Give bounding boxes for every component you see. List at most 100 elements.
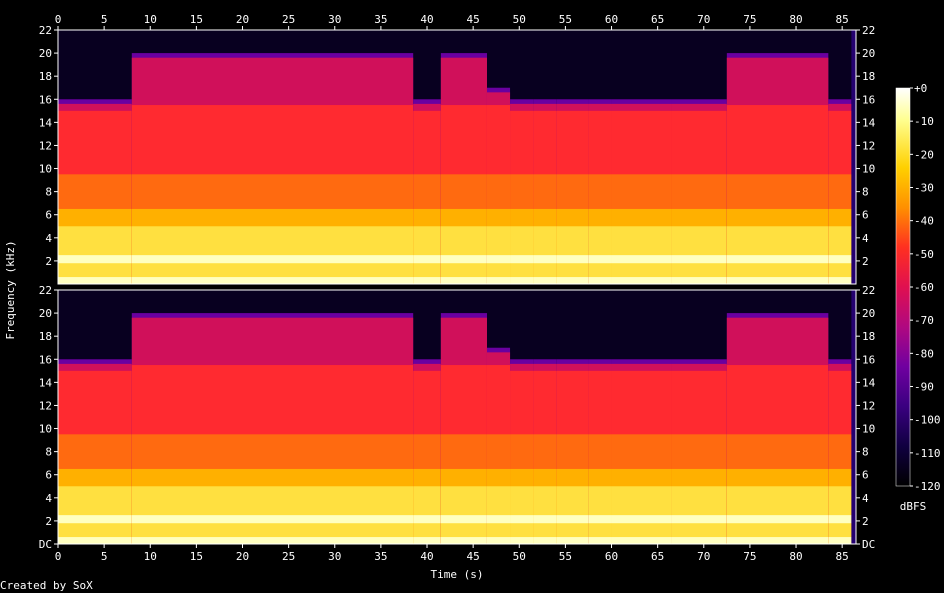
band-ch1-seg8-l7 [588, 277, 612, 284]
tail-fade [851, 290, 856, 544]
y-tick-label-left-top-2: 18 [39, 70, 52, 83]
band-ch1-seg3-l5 [440, 226, 487, 284]
y-tick-label-left-top-5: 12 [39, 139, 52, 152]
colorbar-tick-label-8: -80 [914, 347, 934, 360]
colorbar-tick-label-12: -120 [914, 480, 941, 493]
y-tick-label-right-bottom-6: 10 [862, 423, 875, 436]
y-tick-label-left-top-1: 20 [39, 47, 52, 60]
y-tick-label-right-bottom-8: 6 [862, 469, 869, 482]
x-tick-label-top-0: 0 [55, 13, 62, 26]
band-ch2-seg7-l7 [556, 537, 589, 544]
y-tick-label-right-bottom-5: 12 [862, 399, 875, 412]
y-tick-label-right-bottom-11: DC [862, 538, 875, 551]
band-ch2-seg6-l6 [533, 515, 557, 524]
panel-top-frame [57, 29, 857, 285]
band-ch1-seg0-l6 [58, 255, 132, 264]
x-tick-label-top-2: 10 [144, 13, 157, 26]
y-tick-label-left-bottom-5: 12 [39, 399, 52, 412]
y-tick-label-left-bottom-8: 6 [45, 469, 52, 482]
y-tick-label-left-top-10: 2 [45, 255, 52, 268]
spectrogram-channel-1 [58, 30, 856, 284]
y-tick-label-right-top-5: 12 [862, 139, 875, 152]
x-tick-label-bottom-8: 40 [420, 550, 433, 563]
x-tick-label-bottom-14: 70 [697, 550, 710, 563]
band-ch1-seg12-l7 [828, 277, 852, 284]
band-ch1-seg11-l7 [726, 277, 829, 284]
y-tick-label-left-top-9: 4 [45, 232, 52, 245]
x-tick-label-bottom-15: 75 [743, 550, 756, 563]
y-tick-label-right-top-2: 18 [862, 70, 875, 83]
band-ch1-seg9-l5 [611, 226, 672, 284]
band-ch2-seg9-l7 [611, 537, 672, 544]
band-ch2-seg4-l7 [486, 537, 511, 544]
band-ch2-seg12-l6 [828, 515, 852, 524]
y-tick-label-right-bottom-7: 8 [862, 446, 869, 459]
y-tick-label-left-top-6: 10 [39, 163, 52, 176]
x-tick-label-top-12: 60 [605, 13, 618, 26]
y-tick-label-right-bottom-1: 20 [862, 307, 875, 320]
colorbar-tick-label-6: -60 [914, 281, 934, 294]
y-tick-label-right-bottom-3: 16 [862, 353, 875, 366]
band-ch1-seg2-l7 [413, 277, 441, 284]
band-ch1-seg10-l5 [671, 226, 727, 284]
colorbar-ticks: +0 -10 -20 -30 -40 -50 -60 -70 -80 -90 -100 -110 -12… [910, 82, 941, 493]
band-ch2-seg10-l6 [671, 515, 727, 524]
y-tick-label-right-top-6: 10 [862, 163, 875, 176]
band-ch1-seg12-l6 [828, 255, 852, 264]
x-tick-label-bottom-13: 65 [651, 550, 664, 563]
band-ch1-seg3-l7 [440, 277, 487, 284]
y-tick-label-right-top-3: 16 [862, 93, 875, 106]
x-tick-label-top-9: 45 [467, 13, 480, 26]
x-tick-label-bottom-12: 60 [605, 550, 618, 563]
colorbar-tick-label-11: -110 [914, 447, 941, 460]
band-ch2-seg3-l7 [440, 537, 487, 544]
sox-credit: Created by SoX [0, 579, 93, 592]
band-ch2-seg10-l7 [671, 537, 727, 544]
band-ch2-seg0-l6 [58, 515, 132, 524]
y-tick-label-left-top-3: 16 [39, 93, 52, 106]
x-tick-label-bottom-5: 25 [282, 550, 295, 563]
band-ch1-seg2-l5 [413, 226, 441, 284]
band-ch1-seg10-l6 [671, 255, 727, 264]
x-tick-label-top-8: 40 [420, 13, 433, 26]
band-ch2-seg2-l7 [413, 537, 441, 544]
x-tick-label-top-6: 30 [328, 13, 341, 26]
colorbar-tick-label-2: -20 [914, 148, 934, 161]
x-tick-label-top-11: 55 [559, 13, 572, 26]
band-ch1-seg11-l5 [726, 226, 829, 284]
y-tick-label-left-bottom-1: 20 [39, 307, 52, 320]
band-ch2-seg3-l6 [440, 515, 487, 524]
band-ch1-seg2-l6 [413, 255, 441, 264]
band-ch1-seg1-l6 [131, 255, 414, 264]
band-ch1-seg6-l6 [533, 255, 557, 264]
x-tick-label-bottom-2: 10 [144, 550, 157, 563]
band-ch1-seg8-l5 [588, 226, 612, 284]
y-tick-label-left-bottom-11: DC [39, 538, 52, 551]
band-ch1-seg0-l5 [58, 226, 132, 284]
x-tick-label-bottom-1: 5 [101, 550, 108, 563]
band-ch2-seg5-l6 [510, 515, 534, 524]
band-ch1-seg4-l6 [486, 255, 511, 264]
x-tick-label-bottom-7: 35 [374, 550, 387, 563]
y-tick-label-right-top-10: 2 [862, 255, 869, 268]
panel-bottom-frame [57, 289, 857, 545]
band-ch2-seg4-l6 [486, 515, 511, 524]
y-tick-label-right-bottom-4: 14 [862, 376, 876, 389]
colorbar-tick-label-4: -40 [914, 215, 934, 228]
x-tick-label-top-15: 75 [743, 13, 756, 26]
x-tick-label-top-7: 35 [374, 13, 387, 26]
y-tick-label-left-bottom-4: 14 [39, 376, 53, 389]
band-ch2-seg8-l6 [588, 515, 612, 524]
colorbar-tick-label-10: -100 [914, 414, 941, 427]
band-ch1-seg1-l5 [131, 226, 414, 284]
spectrogram-channel-2 [58, 290, 856, 544]
colorbar-tick-label-7: -70 [914, 314, 934, 327]
y-tick-label-left-top-4: 14 [39, 116, 53, 129]
y-tick-label-left-bottom-3: 16 [39, 353, 52, 366]
band-ch1-seg10-l7 [671, 277, 727, 284]
x-tick-label-bottom-17: 85 [836, 550, 849, 563]
band-ch2-seg0-l7 [58, 537, 132, 544]
band-ch1-seg7-l6 [556, 255, 589, 264]
band-ch1-seg1-l7 [131, 277, 414, 284]
y-tick-label-right-bottom-9: 4 [862, 492, 869, 505]
